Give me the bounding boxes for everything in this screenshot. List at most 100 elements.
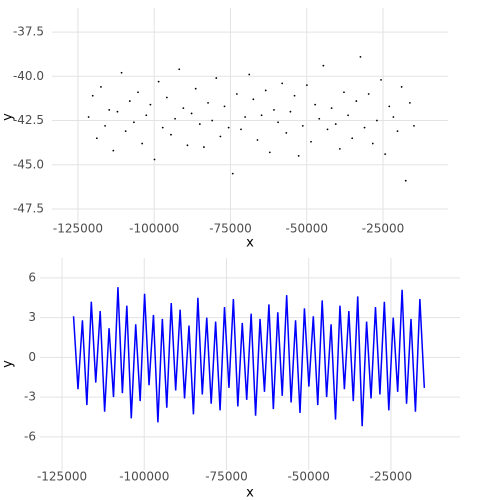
point — [326, 128, 329, 131]
y-tick-label: -40.0 — [13, 69, 44, 83]
point — [203, 146, 205, 148]
point — [211, 119, 214, 122]
y-tick-label: -3 — [24, 390, 36, 404]
point — [223, 105, 226, 108]
point — [248, 73, 251, 76]
point — [297, 155, 300, 157]
point — [281, 82, 284, 85]
point — [338, 147, 341, 150]
point — [404, 179, 407, 182]
y-tick-label: 3 — [28, 310, 36, 324]
y-tick-label: -45.0 — [13, 157, 44, 171]
point — [165, 96, 168, 99]
point — [363, 126, 366, 129]
point — [240, 128, 242, 131]
point — [161, 126, 164, 129]
point — [91, 94, 94, 97]
point — [347, 114, 349, 117]
x-tick-label: -125000 — [37, 470, 87, 484]
point — [334, 123, 337, 125]
x-tick-label: -100000 — [119, 470, 169, 484]
point — [95, 137, 98, 140]
point — [207, 101, 209, 104]
point — [149, 103, 152, 106]
y-tick-label: -6 — [24, 429, 36, 443]
point — [178, 68, 181, 71]
point — [157, 80, 160, 83]
point — [392, 116, 395, 118]
x-tick-label: -100000 — [129, 222, 179, 236]
point — [314, 103, 317, 106]
x-tick-label: -50000 — [287, 470, 330, 484]
x-tick-label: -75000 — [205, 470, 248, 484]
point — [310, 140, 312, 143]
point — [343, 91, 345, 94]
point — [244, 116, 247, 118]
point — [293, 94, 296, 97]
point — [186, 144, 189, 147]
x-tick-label: -125000 — [53, 222, 103, 236]
point — [301, 124, 304, 127]
point — [318, 117, 321, 120]
point — [413, 124, 415, 127]
point — [170, 133, 172, 136]
point — [256, 139, 259, 141]
x-tick-label: -50000 — [285, 222, 328, 236]
point — [252, 98, 255, 101]
point — [198, 123, 201, 125]
x-tick-label: -25000 — [370, 470, 413, 484]
point — [235, 93, 238, 95]
y-tick-label: 6 — [28, 270, 36, 284]
point — [408, 101, 411, 104]
point — [133, 121, 135, 124]
point — [100, 86, 102, 88]
y-tick-label: -37.5 — [13, 25, 44, 39]
y-tick-label: 0 — [28, 350, 36, 364]
point — [285, 132, 288, 134]
point — [137, 91, 139, 94]
point — [400, 86, 403, 88]
line — [72, 287, 426, 427]
point — [141, 142, 144, 145]
point — [194, 87, 197, 90]
point — [231, 172, 234, 175]
x-axis-title: x — [246, 486, 254, 500]
y-axis-title: y — [1, 113, 16, 121]
point — [277, 121, 279, 124]
point — [108, 109, 111, 111]
point — [104, 124, 106, 127]
point — [273, 109, 275, 111]
point — [227, 126, 230, 129]
point — [87, 116, 90, 118]
point — [359, 55, 362, 58]
point — [268, 151, 271, 154]
point — [174, 117, 177, 120]
point — [371, 142, 374, 145]
y-tick-label: -47.5 — [13, 202, 44, 216]
y-tick-label: -42.5 — [13, 113, 44, 127]
point — [153, 158, 156, 161]
y-axis-title: y — [1, 360, 16, 368]
point — [260, 114, 263, 117]
point — [376, 119, 378, 122]
x-axis-title: x — [246, 236, 254, 251]
point — [145, 114, 148, 117]
point — [112, 149, 115, 152]
point — [182, 107, 185, 110]
point — [190, 112, 193, 115]
point — [215, 77, 218, 79]
point — [351, 137, 354, 140]
x-tick-label: -75000 — [209, 222, 252, 236]
point — [264, 89, 267, 92]
point — [322, 64, 325, 67]
point — [396, 130, 399, 133]
x-tick-label: -25000 — [362, 222, 405, 236]
point — [219, 135, 222, 138]
point — [120, 71, 123, 74]
point — [289, 110, 292, 113]
point — [124, 130, 127, 133]
point — [384, 153, 387, 156]
point — [367, 93, 370, 95]
point — [116, 110, 119, 113]
